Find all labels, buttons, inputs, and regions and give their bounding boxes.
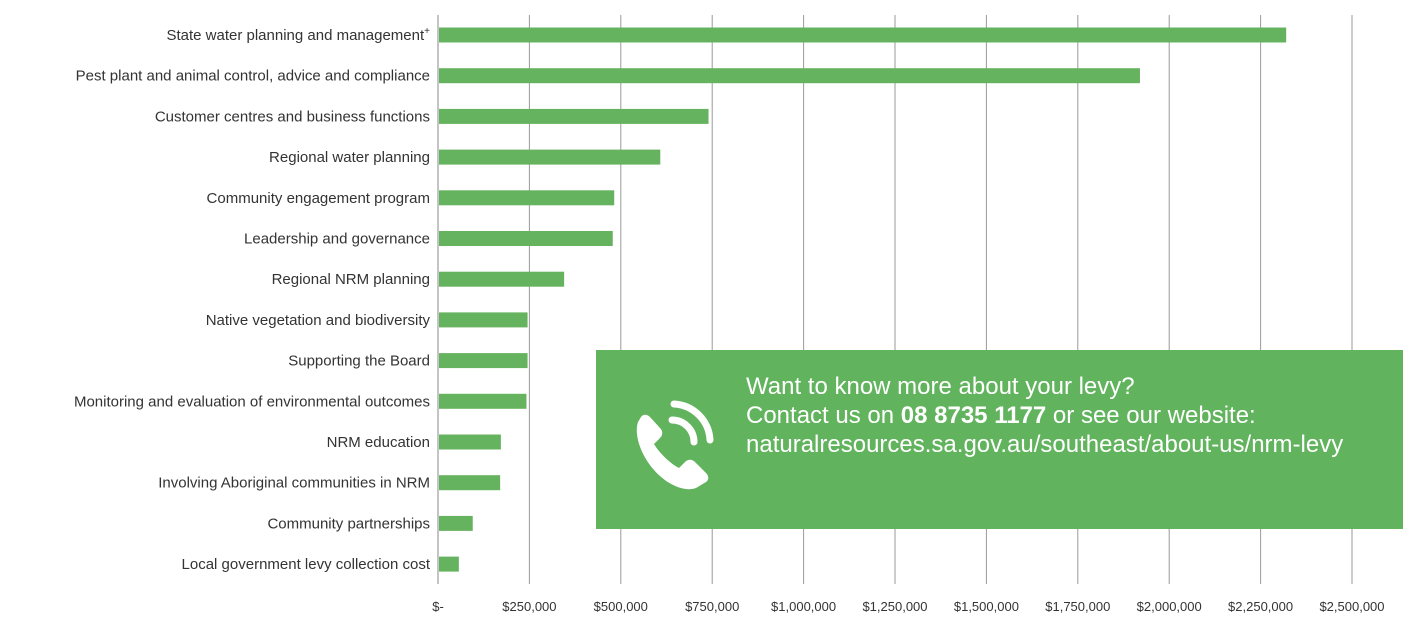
category-label: Community partnerships — [267, 515, 430, 532]
banner-line-1: Want to know more about your levy? — [746, 373, 1135, 400]
banner-contact-prefix: Contact us on — [746, 402, 901, 429]
phone-icon — [636, 400, 714, 490]
bar — [439, 515, 473, 531]
bar — [439, 556, 459, 572]
category-label: Native vegetation and biodiversity — [206, 312, 431, 329]
bars — [439, 27, 1287, 572]
bar — [439, 231, 613, 246]
x-tick-label: $1,000,000 — [771, 599, 836, 614]
category-label: NRM education — [327, 434, 430, 451]
bar — [439, 149, 661, 165]
bar — [439, 27, 1287, 43]
category-label: Local government levy collection cost — [182, 556, 431, 573]
x-tick-label: $750,000 — [685, 599, 739, 614]
contact-banner: Want to know more about your levy? Conta… — [596, 350, 1403, 529]
banner-text: Want to know more about your levy? Conta… — [746, 372, 1403, 459]
category-label: State water planning and management+ — [166, 26, 430, 44]
x-tick-label: $1,750,000 — [1045, 599, 1110, 614]
x-tick-label: $250,000 — [502, 599, 556, 614]
x-tick-label: $1,500,000 — [954, 599, 1019, 614]
banner-phone-number[interactable]: 08 8735 1177 — [900, 402, 1047, 429]
bar — [439, 312, 528, 328]
category-label: Community engagement program — [207, 190, 430, 207]
x-tick-label: $2,000,000 — [1137, 599, 1202, 614]
bar — [439, 434, 501, 450]
banner-website-link[interactable]: naturalresources.sa.gov.au/southeast/abo… — [746, 431, 1344, 458]
bar — [439, 108, 709, 124]
bar — [439, 353, 528, 369]
x-tick-label: $1,250,000 — [862, 599, 927, 614]
bar — [439, 190, 615, 206]
category-label: Regional NRM planning — [272, 271, 430, 288]
x-tick-label: $2,250,000 — [1228, 599, 1293, 614]
bar — [439, 475, 501, 491]
category-label: Monitoring and evaluation of environment… — [74, 393, 430, 410]
category-label: Supporting the Board — [288, 353, 430, 370]
category-label: Regional water planning — [269, 149, 430, 166]
bar — [439, 68, 1140, 84]
category-label: Pest plant and animal control, advice an… — [76, 68, 430, 85]
category-label: Involving Aboriginal communities in NRM — [158, 475, 430, 492]
bar — [439, 271, 565, 287]
bar — [439, 393, 527, 409]
x-axis-tick-labels: $- $250,000 $500,000 $750,000 $1,000,000 $1,2… — [432, 599, 1384, 614]
category-label: Customer centres and business functions — [155, 108, 430, 125]
banner-line-2: Contact us on 08 8735 1177 or see our we… — [746, 401, 1403, 430]
x-tick-label: $500,000 — [594, 599, 648, 614]
x-tick-label: $2,500,000 — [1319, 599, 1384, 614]
x-tick-label: $- — [432, 599, 444, 614]
category-labels: State water planning and management+ Pest… — [74, 26, 431, 573]
banner-contact-suffix: or see our website: — [1046, 402, 1256, 429]
category-label: Leadership and governance — [244, 231, 430, 248]
